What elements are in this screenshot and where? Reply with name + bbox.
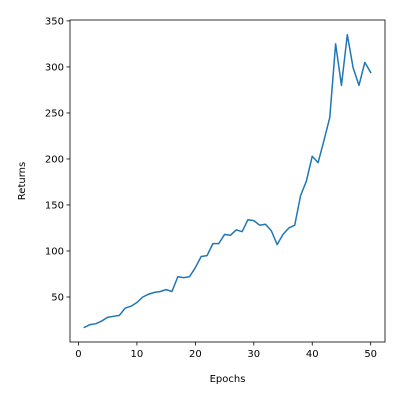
axes-frame: [69, 19, 386, 343]
y-tick-label: 50: [51, 292, 64, 303]
y-tick-label: 200: [45, 154, 64, 165]
x-tick-label: 30: [247, 349, 260, 360]
y-tick-label: 300: [45, 62, 64, 73]
series-line-0: [83, 33, 372, 329]
x-tick-label: 20: [189, 349, 202, 360]
x-tick-label: 10: [131, 349, 144, 360]
x-axis-title: Epochs: [210, 374, 246, 385]
y-tick-label: 350: [45, 16, 64, 27]
x-tick-label: 0: [75, 349, 81, 360]
y-axis-title: Returns: [17, 162, 28, 200]
x-tick-label: 40: [306, 349, 319, 360]
y-tick-label: 150: [45, 200, 64, 211]
y-tick-label: 250: [45, 108, 64, 119]
y-tick-label: 100: [45, 246, 64, 257]
x-tick-label: 50: [364, 349, 377, 360]
